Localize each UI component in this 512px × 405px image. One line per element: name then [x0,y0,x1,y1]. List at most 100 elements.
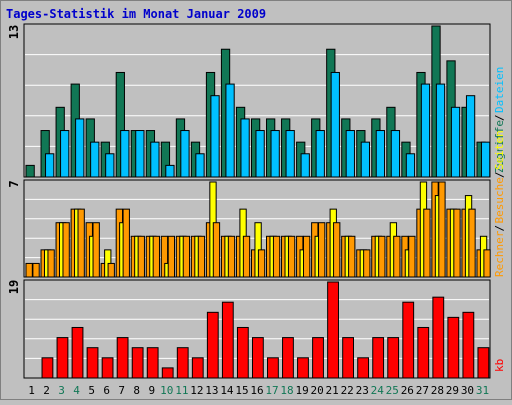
bar-dateien [390,130,401,178]
bar-rechner [77,208,85,278]
bar-kb [131,347,144,379]
legend-dateien: Dateien [493,67,506,113]
bar-kb [116,337,129,379]
bar-rechner [438,181,446,278]
day-label: 24 [371,384,385,397]
legend-kb: kb [493,359,506,372]
bar-kb [267,357,279,379]
bar-rechner [393,235,401,278]
bar-rechner [257,249,266,278]
bar-kb [41,357,54,379]
day-label: 19 [295,384,308,397]
bar-rechner [122,208,130,278]
bar-dateien [150,141,160,178]
bar-kb [477,347,490,379]
day-label: 1 [28,384,35,397]
bar-rechner [272,235,281,278]
bar-dateien [480,141,491,178]
bar-zugriffe [25,164,35,178]
legend-seiten: Seiten [493,130,506,170]
bar-rechner [348,235,356,278]
bar-dateien [105,153,115,178]
day-label: 22 [341,384,354,397]
bar-rechner [333,222,341,278]
bar-dateien [165,164,175,178]
bar-kb [447,316,460,379]
bar-rechner [423,208,431,278]
bar-dateien [45,153,55,178]
bar-rechner [47,249,55,278]
day-label: 23 [356,384,369,397]
chart-title: Tages-Statistik im Monat Januar 2009 [6,7,266,21]
bar-rechner [197,235,206,278]
x-axis-labels: 1 2 3 4 5 6 7 8 9 10 11 12 13 14 15 16 17 18 19 20 21 22 23 24 2… [28,384,489,397]
day-label: 14 [220,384,234,397]
bar-dateien [120,130,130,178]
bar-dateien [360,141,370,178]
day-label: 30 [461,384,474,397]
day-label: 5 [88,384,95,397]
bottom-axis-label: 19 [7,280,21,294]
bar-kb [101,357,114,379]
bar-rechner [227,235,236,278]
bar-kb [342,337,354,379]
bar-dateien [180,130,190,178]
bar-dateien [420,83,431,178]
legend-separator: / [493,114,506,121]
bar-kb [402,301,415,379]
bar-kb [86,347,99,379]
bar-rechner [62,222,70,278]
day-label: 20 [311,384,324,397]
bar-kb [236,326,249,379]
bar-dateien [450,106,461,178]
bar-rechner [137,235,145,278]
middle-axis-label: 7 [7,180,21,187]
bar-kb [176,347,189,379]
bar-rechner [92,222,100,278]
day-label: 3 [58,384,65,397]
bar-rechner [378,235,386,278]
bar-kb [282,337,294,379]
bar-kb [71,326,84,379]
bar-rechner [152,235,160,278]
bar-besuche [25,262,33,278]
day-label: 8 [133,384,140,397]
bar-dateien [225,83,235,178]
bar-rechner [453,208,461,278]
day-label: 17 [265,384,278,397]
legend-rechner: Rechner [493,230,506,277]
bar-rechner [167,235,176,278]
bar-dateien [345,130,355,178]
top-axis-label: 13 [7,25,21,39]
day-label: 27 [416,384,429,397]
bar-kb [56,337,69,379]
day-label: 25 [386,384,399,397]
bar-dateien [210,95,220,178]
bar-kb [191,357,204,379]
bar-kb [327,281,339,379]
bar-rechner [363,249,371,278]
bar-rechner [242,235,251,278]
bar-dateien [435,83,446,178]
bar-dateien [330,71,340,178]
day-label: 9 [148,384,155,397]
chart-marks [25,25,491,379]
bar-dateien [405,153,416,178]
day-label: 10 [160,384,173,397]
bar-rechner [468,208,476,278]
bar-dateien [270,130,280,178]
bar-dateien [315,130,325,178]
bar-kb [387,337,400,379]
bar-kb [462,311,475,379]
bar-kb [372,337,385,379]
day-label: 13 [205,384,218,397]
day-label: 16 [250,384,263,397]
day-label: 31 [476,384,489,397]
day-label: 12 [190,384,203,397]
bar-kb [297,357,309,379]
bar-kb [312,337,324,379]
bar-kb [432,296,445,379]
bar-rechner [408,235,416,278]
legend-separator: / [493,171,506,178]
bar-rechner [32,262,40,278]
